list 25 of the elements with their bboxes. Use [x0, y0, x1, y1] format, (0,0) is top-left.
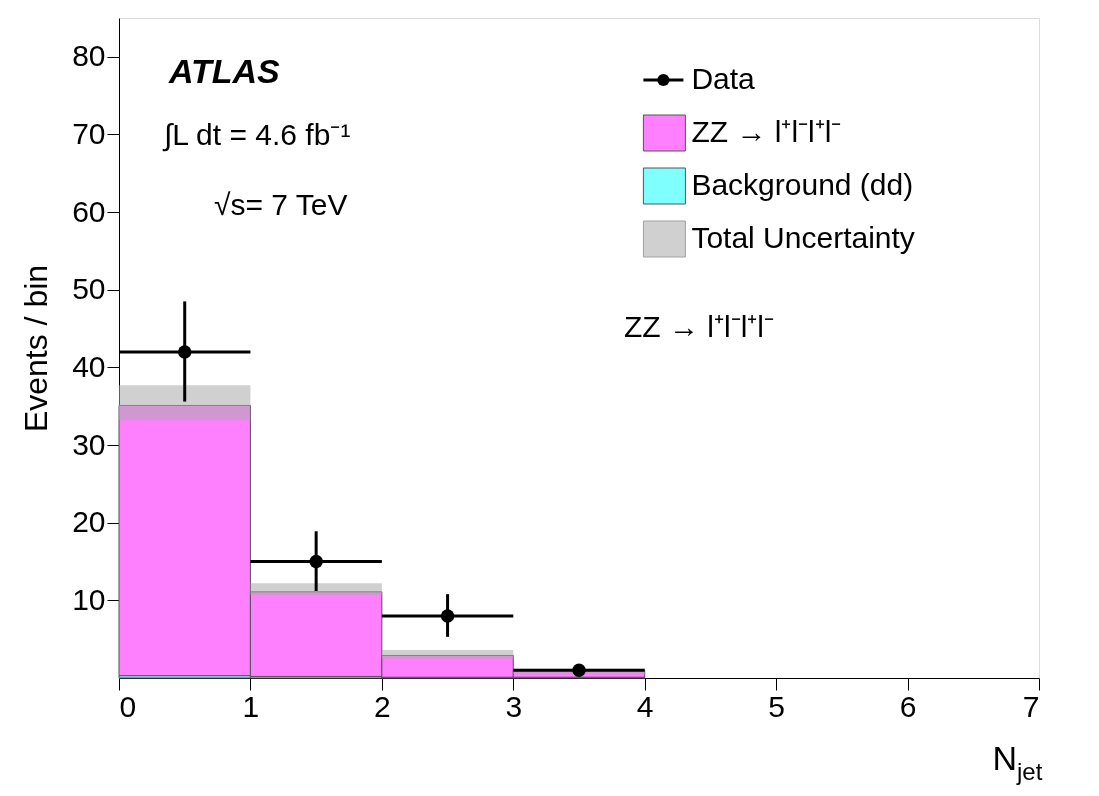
y-tick-label: 60 [72, 194, 106, 228]
y-tick-label: 70 [72, 116, 106, 150]
annotation: ZZ → l⁺l⁻l⁺l⁻ [624, 310, 774, 343]
annotation: ATLAS [168, 52, 281, 90]
annotation: √s= 7 TeV [214, 188, 348, 221]
annotation: ∫L dt = 4.6 fb⁻¹ [162, 118, 351, 152]
x-tick-label: 2 [374, 689, 391, 723]
x-tick-label: 0 [119, 689, 137, 723]
x-tick-label: 7 [1022, 689, 1040, 723]
legend-label: Total Uncertainty [691, 221, 915, 254]
y-tick-label: 10 [72, 582, 106, 616]
x-tick-label: 5 [768, 689, 785, 723]
y-axis-title: Events / bin [18, 264, 55, 433]
x-tick-label: 4 [636, 689, 654, 723]
x-tick-label: 3 [505, 689, 523, 723]
y-tick-label: 30 [72, 427, 106, 461]
y-tick-label: 20 [72, 505, 106, 539]
y-tick-label: 40 [72, 349, 106, 383]
legend-label: Data [691, 62, 756, 95]
y-tick-label: 50 [72, 272, 106, 306]
x-tick-label: 6 [899, 689, 917, 723]
legend-label: ZZ → l⁺l⁻l⁺l⁻ [691, 115, 842, 148]
x-tick-label: 1 [242, 689, 260, 723]
y-tick-label: 80 [72, 39, 106, 73]
legend-label: Background (dd) [691, 168, 914, 201]
